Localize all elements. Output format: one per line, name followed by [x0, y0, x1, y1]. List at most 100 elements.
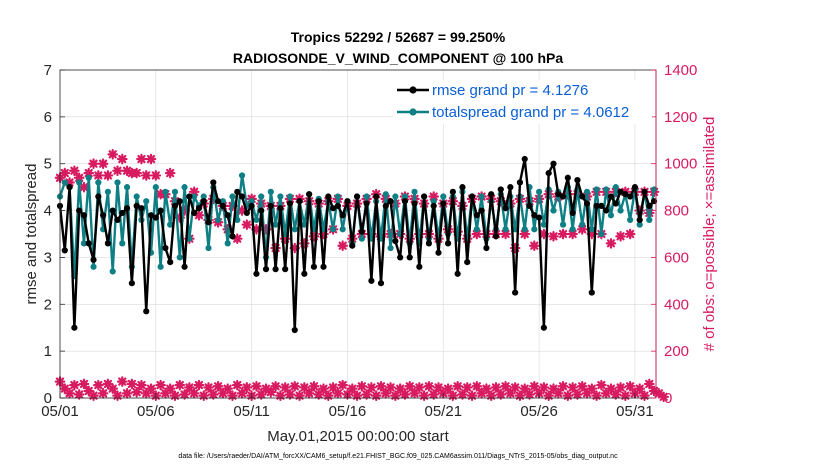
obs-assimilated-point [596, 379, 607, 391]
rmse-point [473, 212, 480, 219]
obs-assimilated-point [552, 388, 564, 399]
totalspread-point [90, 263, 97, 270]
obs-assimilated-point [428, 389, 439, 400]
obs-assimilated-point [404, 380, 416, 392]
obs-assimilated-point [222, 383, 233, 394]
obs-assimilated-point [620, 390, 631, 401]
obs-assimilated-point [93, 379, 104, 391]
totalspread-point [186, 235, 193, 242]
rmse-point [291, 326, 298, 334]
totalspread-point [473, 226, 480, 233]
y-tick-label: 0 [44, 390, 52, 407]
totalspread-point [329, 226, 337, 233]
rmse-point [555, 191, 562, 198]
rmse-point [267, 202, 274, 209]
obs-assimilated-point [145, 383, 157, 394]
y2-tick-label: 200 [664, 343, 689, 360]
obs-assimilated-point [543, 390, 554, 401]
totalspread-point [215, 216, 222, 224]
obs-assimilated-point [461, 382, 473, 393]
obs-assimilated-point [433, 382, 444, 393]
obs-assimilated-point [600, 388, 612, 399]
rmse-point [200, 198, 207, 205]
obs-assimilated-point [337, 379, 348, 391]
rmse-point [123, 205, 131, 212]
totalspread-point [411, 188, 418, 195]
totalspread-point [205, 244, 212, 252]
obs-assimilated-point [179, 389, 190, 400]
obs-assimilated-point [485, 390, 497, 401]
obs-assimilated-point [529, 380, 540, 392]
totalspread-point [531, 226, 538, 233]
y-tick-label: 1 [44, 343, 52, 360]
obs-assimilated-point [116, 376, 128, 387]
rmse-point [119, 209, 126, 217]
obs-possible-point [279, 233, 291, 244]
rmse-point [444, 240, 452, 247]
obs-assimilated-point [471, 380, 483, 392]
obs-possible-point [136, 153, 147, 165]
obs-assimilated-point [299, 382, 310, 393]
totalspread-point [238, 172, 246, 179]
obs-assimilated-point [643, 378, 655, 390]
y2-tick-label: 0 [664, 390, 672, 407]
obs-assimilated-point [136, 379, 147, 391]
rmse-point [95, 193, 102, 200]
obs-possible-point [102, 170, 114, 181]
obs-possible-point [112, 165, 123, 177]
obs-assimilated-point [346, 383, 358, 394]
rmse-point [377, 280, 385, 287]
obs-assimilated-point [442, 383, 454, 394]
obs-assimilated-point [653, 388, 665, 399]
rmse-point [152, 214, 159, 221]
obs-possible-point [88, 158, 99, 170]
obs-possible-point [586, 228, 598, 240]
obs-assimilated-point [591, 390, 602, 401]
rmse-point [454, 270, 461, 277]
obs-possible-point [97, 158, 109, 170]
x-tick-label: 05/31 [616, 403, 654, 420]
rmse-point [358, 228, 365, 235]
totalspread-point [603, 186, 610, 193]
obs-assimilated-point [126, 378, 138, 390]
rmse-point [301, 270, 308, 277]
obs-possible-point [69, 165, 80, 177]
obs-possible-point [519, 228, 531, 240]
obs-assimilated-point [131, 386, 142, 398]
rmse-point [574, 177, 581, 184]
rmse-point [167, 259, 174, 266]
totalspread-point [636, 221, 643, 228]
obs-assimilated-point [97, 388, 109, 399]
obs-assimilated-point [59, 383, 71, 394]
obs-assimilated-point [390, 390, 401, 401]
obs-possible-point [93, 170, 104, 181]
rmse-point [104, 240, 112, 247]
rmse-point [502, 205, 509, 212]
legend-box [393, 80, 652, 124]
rmse-point [387, 198, 394, 205]
obs-assimilated-point [418, 390, 430, 401]
obs-possible-point [140, 170, 152, 181]
rmse-point [66, 184, 73, 191]
rmse-point [162, 244, 169, 252]
rmse-point [143, 308, 150, 315]
totalspread-point [229, 193, 236, 200]
obs-assimilated-series [54, 376, 669, 403]
rmse-point [392, 237, 399, 245]
obs-assimilated-point [538, 382, 550, 393]
totalspread-point [579, 221, 586, 228]
totalspread-point [200, 193, 207, 200]
rmse-point [401, 198, 409, 205]
rmse-point [397, 254, 404, 261]
y2-tick-label: 1200 [664, 109, 697, 126]
rmse-point [430, 202, 437, 209]
rmse-point [598, 202, 605, 209]
totalspread-point [430, 198, 437, 205]
obs-assimilated-point [203, 382, 214, 393]
obs-possible-point [337, 240, 348, 252]
obs-assimilated-point [351, 390, 363, 401]
rmse-point [306, 191, 313, 198]
obs-possible-point [385, 228, 396, 240]
obs-assimilated-point [658, 391, 669, 403]
obs-assimilated-point [356, 380, 368, 392]
